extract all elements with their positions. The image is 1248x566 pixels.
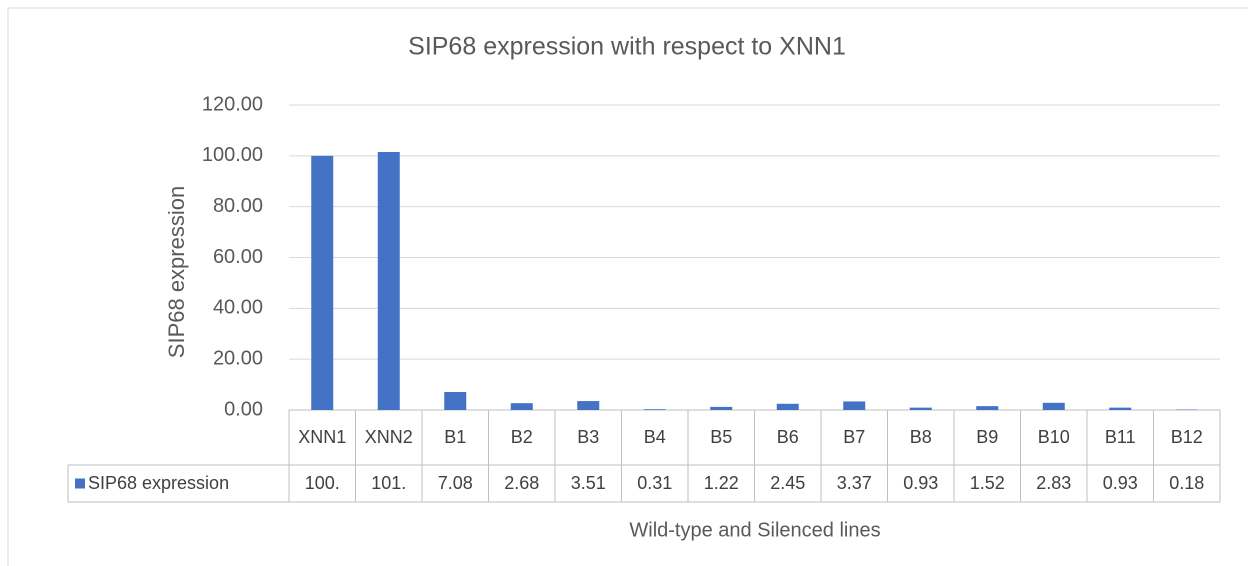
legend-key (75, 478, 85, 489)
table-value: 0.18 (1169, 473, 1205, 493)
x-tick-label: B12 (1170, 427, 1203, 447)
x-tick-label: B1 (444, 427, 467, 447)
table-value: 2.83 (1036, 473, 1072, 493)
bar (377, 152, 400, 411)
table-value: 7.08 (437, 473, 473, 493)
chart-title: SIP68 expression with respect to XNN1 (408, 33, 846, 61)
y-tick-label: 120.00 (202, 93, 263, 115)
x-tick-label: B3 (577, 427, 600, 447)
bar (843, 401, 866, 410)
table-value: 101. (371, 473, 407, 493)
y-tick-label: 0.00 (224, 398, 263, 420)
x-tick-label: B7 (843, 427, 866, 447)
x-tick-label: B8 (909, 427, 932, 447)
table-value: 3.37 (836, 473, 872, 493)
x-tick-label: B4 (643, 427, 666, 447)
table-value: 100. (304, 473, 340, 493)
bar (510, 403, 533, 410)
x-tick-label: XNN1 (298, 427, 347, 447)
table-value: 3.51 (570, 473, 606, 493)
y-tick-label: 40.00 (213, 297, 263, 319)
table-value: 1.52 (969, 473, 1005, 493)
table-value: 0.93 (903, 473, 939, 493)
table-value: 1.22 (703, 473, 739, 493)
x-tick-label: XNN2 (364, 427, 413, 447)
bar (710, 406, 733, 410)
y-tick-label: 80.00 (213, 195, 263, 217)
table-value: 2.45 (770, 473, 806, 493)
bar (444, 392, 467, 410)
bar (976, 406, 999, 410)
bar (311, 155, 334, 410)
table-value: 0.31 (637, 473, 673, 493)
x-tick-label: B11 (1104, 427, 1136, 447)
x-tick-label: B2 (510, 427, 533, 447)
x-tick-label: B6 (776, 427, 799, 447)
legend-label: SIP68 expression (88, 473, 230, 493)
bar (909, 407, 932, 410)
bar (1042, 402, 1065, 410)
bar (577, 401, 600, 410)
y-tick-label: 20.00 (213, 347, 263, 369)
x-tick-label: B10 (1037, 427, 1070, 447)
bar (1109, 407, 1132, 410)
y-tick-label: 100.00 (202, 144, 263, 166)
x-axis-title: Wild-type and Silenced lines (629, 519, 880, 541)
bar (776, 403, 799, 410)
y-axis-title: SIP68 expression (164, 186, 189, 358)
table-value: 0.93 (1102, 473, 1138, 493)
table-value: 2.68 (504, 473, 540, 493)
chart-border (7, 7, 1248, 566)
y-tick-label: 60.00 (213, 246, 263, 268)
bar (643, 409, 666, 410)
x-tick-label: B5 (710, 427, 733, 447)
x-tick-label: B9 (976, 427, 999, 447)
